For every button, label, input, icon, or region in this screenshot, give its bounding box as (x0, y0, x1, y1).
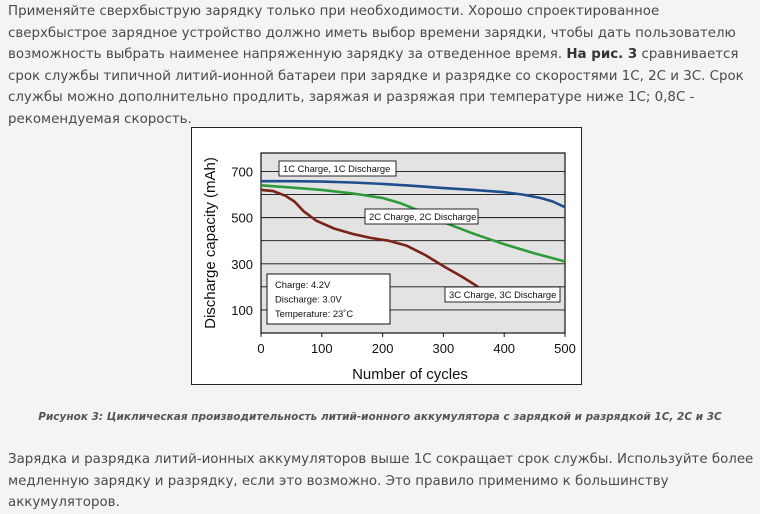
series-line-2 (260, 184, 566, 263)
y-tick-label: 500 (231, 211, 253, 226)
y-tick-label: 100 (231, 303, 253, 318)
y-axis-label: Discharge capacity (mAh) (202, 157, 219, 329)
x-tick-label: 200 (372, 341, 394, 356)
series-label-1: 1C Charge, 1C Discharge (283, 163, 390, 174)
intro-text: Применяйте сверхбыструю зарядку только п… (8, 4, 736, 62)
conclusion-paragraph: Зарядка и разрядка литий-ионных аккумуля… (8, 452, 754, 510)
conditions-box (266, 273, 391, 325)
series-label-box-1 (278, 160, 397, 177)
intro-text-continued: сравнивается срок службы типичной литий-… (8, 47, 744, 127)
series-label-3: 3C Charge, 3C Discharge (449, 289, 556, 300)
chart-svg: 100 300 500 700 0 100 200 300 400 500 Number of cy… (202, 152, 576, 383)
series-label-box-3 (444, 286, 561, 303)
battery-cycle-chart: 100 300 500 700 0 100 200 300 400 500 Number of cy… (191, 127, 582, 385)
figure-caption: Рисунок 3: Циклическая производительност… (38, 411, 722, 423)
x-tick-label: 100 (311, 341, 333, 356)
series-label-2: 2C Charge, 2C Discharge (369, 211, 476, 222)
series-label-box-2 (364, 208, 479, 225)
y-tick-label: 300 (231, 257, 253, 272)
x-tick-label: 0 (257, 341, 264, 356)
conditions-text: Discharge: 3.0V (275, 294, 342, 305)
x-tick-label: 400 (493, 341, 515, 356)
x-tick-label: 500 (554, 341, 576, 356)
figure-reference: На рис. 3 (566, 47, 638, 62)
series-line-1 (261, 179, 566, 209)
y-tick-label: 700 (231, 164, 253, 179)
x-axis-label: Number of cycles (352, 366, 468, 383)
intro-paragraph: Применяйте сверхбыструю зарядку только п… (8, 1, 756, 130)
conditions-text: Charge: 4.2V (275, 279, 331, 290)
conditions-text: Temperature: 23˚C (275, 308, 353, 319)
x-tick-label: 300 (433, 341, 455, 356)
series-line-3 (260, 188, 482, 291)
